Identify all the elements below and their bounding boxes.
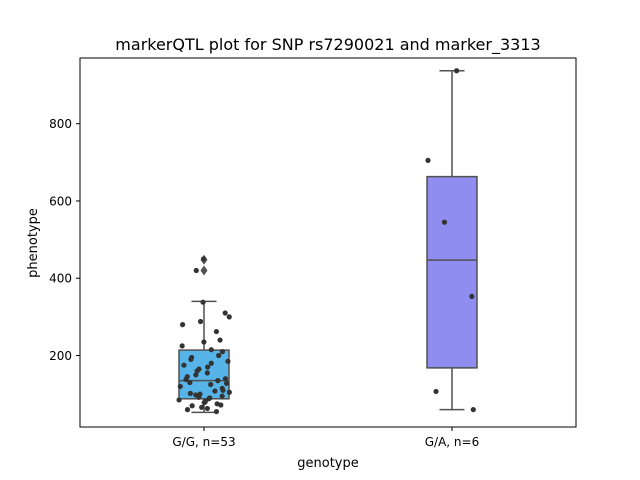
y-axis-label: phenotype [26,208,41,278]
y-tick-label: 800 [49,117,72,131]
data-point [184,407,191,413]
data-point [441,219,448,225]
x-tick-label: G/G, n=53 [172,435,235,449]
plot-area: 200 400 600 800 G/G, n=53 G/A, n=6 [49,57,577,449]
x-axis-label: genotype [297,456,358,471]
y-tick-label: 400 [49,272,72,286]
data-point [470,407,476,413]
data-point [189,354,195,361]
y-tick-label: 200 [49,349,72,363]
data-point [225,358,231,364]
data-point [219,349,226,355]
data-point [201,339,207,345]
box [426,175,478,369]
data-point [197,318,204,325]
data-point [213,328,219,335]
data-point [208,360,214,366]
data-point [208,347,214,353]
data-point [197,391,203,397]
data-point [204,370,210,376]
chart-title: markerQTL plot for SNP rs7290021 and mar… [115,35,540,55]
data-point [199,404,205,410]
data-point [213,408,220,415]
data-point [433,388,439,395]
data-point [200,256,207,262]
data-point [469,293,475,300]
data-point [223,380,230,386]
outlier-marker [200,265,208,276]
data-point [425,157,431,163]
data-point [200,299,206,305]
data-point [215,378,221,384]
data-point [193,267,199,274]
data-point [212,388,218,394]
data-point [219,393,225,399]
data-point [207,395,213,401]
data-point [454,68,460,74]
data-point [180,322,186,328]
data-point [187,379,193,386]
data-point [187,390,193,396]
data-point [217,337,223,343]
data-point [189,403,195,409]
data-point [181,362,187,368]
data-point [226,389,232,395]
axes-frame [79,57,577,428]
data-point [208,381,214,388]
data-point [177,383,183,390]
x-tick-label: G/A, n=6 [425,435,479,449]
data-point [176,397,182,403]
data-point [205,364,211,370]
data-point [193,392,199,398]
data-point [219,385,225,391]
data-point [179,343,185,349]
data-point [222,376,229,382]
data-point [226,314,232,320]
data-point [222,310,228,316]
data-point [196,366,202,372]
data-point [216,352,222,359]
data-point [214,401,220,407]
data-point [184,374,190,380]
data-point [204,405,210,412]
y-tick-label: 600 [49,194,72,208]
